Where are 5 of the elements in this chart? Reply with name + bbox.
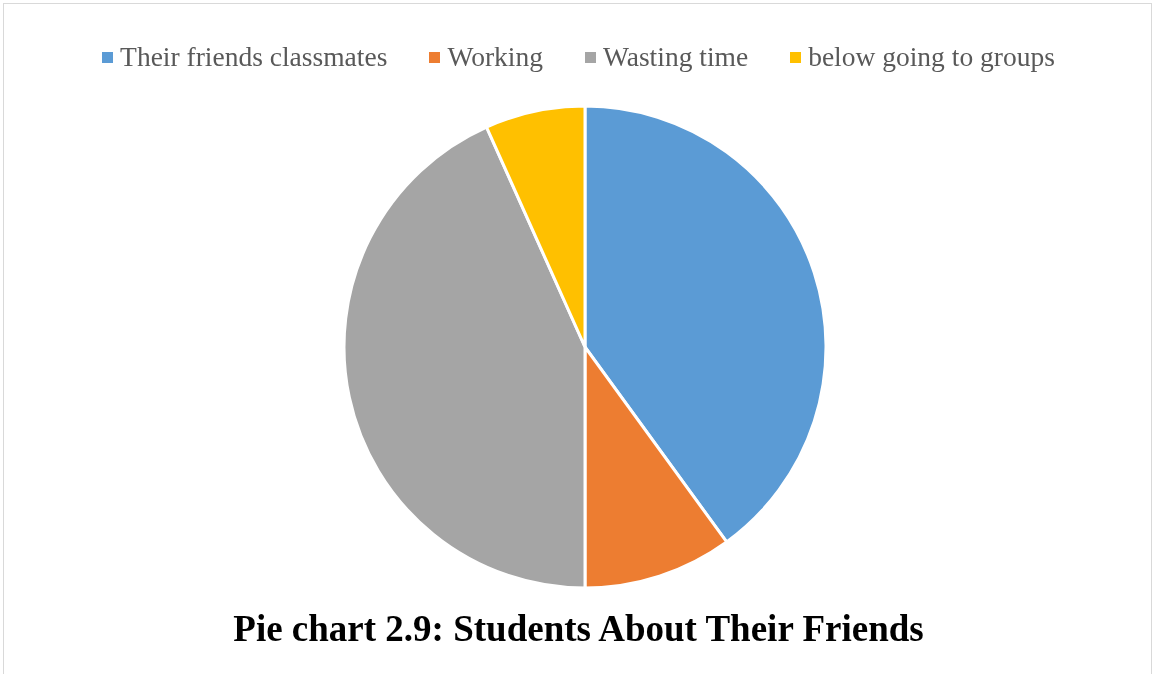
legend-label: Their friends classmates [120,40,388,74]
legend-label: below going to groups [808,40,1055,74]
text: Pie chart 2.9: Students About Their Friends [232,607,925,651]
legend-label: Wasting time [602,40,749,74]
legend-label: Working [447,40,543,74]
